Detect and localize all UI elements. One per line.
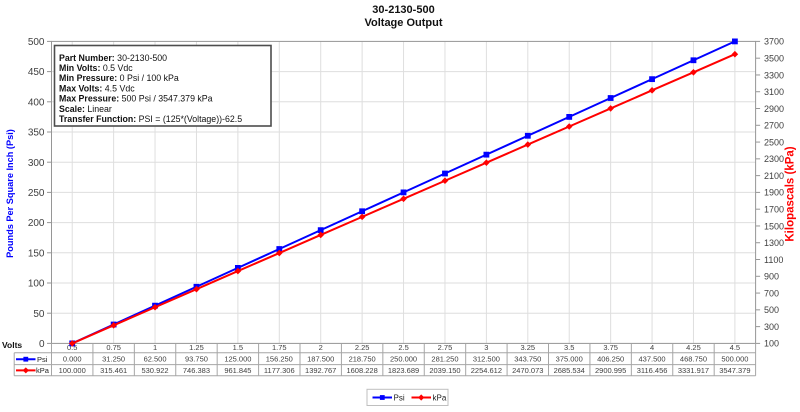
svg-text:Pounds Per Square Inch (Psi): Pounds Per Square Inch (Psi): [5, 129, 15, 258]
svg-text:Scale: Linear: Scale: Linear: [59, 104, 112, 114]
svg-text:2470.073: 2470.073: [512, 366, 543, 375]
svg-text:1608.228: 1608.228: [346, 366, 377, 375]
svg-text:3.25: 3.25: [520, 343, 535, 352]
svg-text:0: 0: [39, 339, 45, 350]
svg-text:500: 500: [764, 305, 779, 315]
svg-text:400: 400: [28, 97, 45, 108]
svg-text:50: 50: [33, 309, 45, 320]
svg-text:4: 4: [650, 343, 654, 352]
svg-text:900: 900: [764, 272, 779, 282]
svg-text:2700: 2700: [764, 121, 784, 131]
svg-text:kPa: kPa: [433, 393, 447, 402]
svg-text:250.000: 250.000: [390, 355, 417, 364]
svg-text:3547.379: 3547.379: [719, 366, 750, 375]
svg-text:315.461: 315.461: [100, 366, 127, 375]
svg-text:500: 500: [28, 37, 45, 48]
svg-text:300: 300: [764, 322, 779, 332]
svg-text:kPa: kPa: [36, 366, 50, 375]
svg-text:700: 700: [764, 288, 779, 298]
svg-text:500.000: 500.000: [721, 355, 748, 364]
svg-text:150: 150: [28, 248, 45, 259]
svg-text:0.75: 0.75: [106, 343, 121, 352]
svg-text:62.500: 62.500: [144, 355, 167, 364]
svg-text:406.250: 406.250: [597, 355, 624, 364]
svg-text:31.250: 31.250: [102, 355, 125, 364]
svg-text:100: 100: [28, 279, 45, 290]
svg-text:343.750: 343.750: [514, 355, 541, 364]
svg-text:530.922: 530.922: [141, 366, 168, 375]
svg-text:2685.534: 2685.534: [554, 366, 585, 375]
svg-text:187.500: 187.500: [307, 355, 334, 364]
svg-text:437.500: 437.500: [638, 355, 665, 364]
svg-text:300: 300: [28, 158, 45, 169]
svg-text:100.000: 100.000: [59, 366, 86, 375]
svg-text:Kilopascals (kPa): Kilopascals (kPa): [784, 146, 796, 241]
svg-text:1100: 1100: [764, 255, 783, 265]
svg-text:0.000: 0.000: [63, 355, 82, 364]
svg-text:2: 2: [319, 343, 323, 352]
svg-text:3500: 3500: [764, 53, 784, 63]
svg-text:1392.767: 1392.767: [305, 366, 336, 375]
svg-text:Voltage Output: Voltage Output: [364, 17, 442, 29]
svg-text:Psi: Psi: [37, 355, 48, 364]
svg-text:3331.917: 3331.917: [678, 366, 709, 375]
svg-text:100: 100: [764, 339, 779, 349]
svg-text:Part Number: 30-2130-500: Part Number: 30-2130-500: [59, 53, 167, 63]
svg-text:2.5: 2.5: [398, 343, 408, 352]
svg-text:3700: 3700: [764, 37, 784, 47]
svg-text:1.5: 1.5: [233, 343, 243, 352]
svg-text:2254.612: 2254.612: [471, 366, 502, 375]
svg-text:2039.150: 2039.150: [429, 366, 460, 375]
svg-text:218.750: 218.750: [349, 355, 376, 364]
svg-text:Max Volts: 4.5 Vdc: Max Volts: 4.5 Vdc: [59, 83, 135, 93]
svg-text:0.5: 0.5: [67, 343, 77, 352]
svg-text:961.845: 961.845: [224, 366, 251, 375]
svg-text:1300: 1300: [764, 238, 784, 248]
svg-text:3300: 3300: [764, 70, 784, 80]
svg-text:2900.995: 2900.995: [595, 366, 626, 375]
svg-text:450: 450: [28, 67, 45, 78]
svg-text:312.500: 312.500: [473, 355, 500, 364]
svg-text:156.250: 156.250: [266, 355, 293, 364]
svg-text:746.383: 746.383: [183, 366, 210, 375]
svg-text:1823.689: 1823.689: [388, 366, 419, 375]
svg-text:375.000: 375.000: [556, 355, 583, 364]
svg-text:2900: 2900: [764, 104, 784, 114]
svg-text:1500: 1500: [764, 221, 784, 231]
svg-text:2100: 2100: [764, 171, 784, 181]
svg-text:93.750: 93.750: [185, 355, 208, 364]
svg-text:281.250: 281.250: [431, 355, 458, 364]
svg-text:1: 1: [153, 343, 157, 352]
svg-text:1177.306: 1177.306: [264, 366, 295, 375]
svg-text:3: 3: [484, 343, 488, 352]
svg-text:4.25: 4.25: [686, 343, 701, 352]
svg-text:2500: 2500: [764, 137, 784, 147]
svg-text:Min Volts: 0.5 Vdc: Min Volts: 0.5 Vdc: [59, 63, 133, 73]
svg-text:3116.456: 3116.456: [637, 366, 668, 375]
svg-text:3.75: 3.75: [603, 343, 618, 352]
svg-text:Min Pressure: 0 Psi / 100 kPa: Min Pressure: 0 Psi / 100 kPa: [59, 73, 179, 83]
svg-text:125.000: 125.000: [224, 355, 251, 364]
svg-text:1900: 1900: [764, 188, 784, 198]
svg-text:30-2130-500: 30-2130-500: [372, 4, 434, 16]
svg-text:468.750: 468.750: [680, 355, 707, 364]
svg-text:Transfer Function: PSI = (125*: Transfer Function: PSI = (125*(Voltage))…: [59, 114, 242, 124]
svg-text:1.25: 1.25: [189, 343, 204, 352]
svg-text:2.75: 2.75: [438, 343, 453, 352]
svg-text:3100: 3100: [764, 87, 784, 97]
svg-text:Psi: Psi: [394, 393, 405, 402]
svg-text:350: 350: [28, 128, 45, 139]
svg-text:1.75: 1.75: [272, 343, 287, 352]
svg-text:2300: 2300: [764, 154, 784, 164]
svg-text:250: 250: [28, 188, 45, 199]
svg-text:Max Pressure: 500 Psi / 3547.3: Max Pressure: 500 Psi / 3547.379 kPa: [59, 94, 213, 104]
svg-text:Volts: Volts: [2, 340, 22, 350]
svg-text:200: 200: [28, 218, 45, 229]
svg-text:4.5: 4.5: [730, 343, 740, 352]
svg-text:2.25: 2.25: [355, 343, 370, 352]
svg-text:3.5: 3.5: [564, 343, 574, 352]
svg-text:1700: 1700: [764, 204, 784, 214]
